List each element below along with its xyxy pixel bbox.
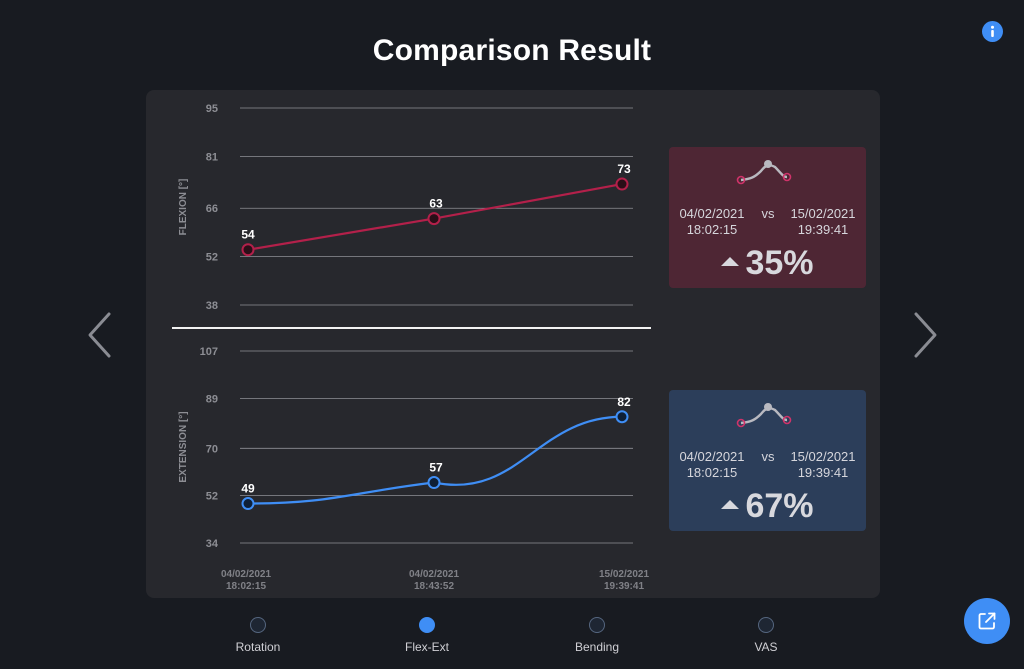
trend-up-icon [721, 499, 740, 509]
flexion-data-label: 73 [617, 162, 631, 176]
y-tick-label: 81 [206, 151, 218, 163]
extension-axis-label: EXTENSION [°] [178, 411, 189, 482]
flexion-date-1: 04/02/2021 [679, 206, 745, 221]
tab-indicator [758, 617, 774, 633]
extension-summary-card: 04/02/2021 18:02:15 vs 15/02/2021 19:39:41… [669, 390, 866, 531]
flexion-data-point [241, 243, 255, 257]
y-tick-label: 89 [206, 393, 218, 405]
extension-vs-label: vs [761, 449, 775, 464]
flexion-percent-change: 35% [745, 244, 814, 282]
trend-up-icon [721, 256, 740, 266]
tab-indicator [250, 617, 266, 633]
extension-data-label: 49 [241, 482, 255, 496]
flexion-data-label: 54 [241, 228, 255, 242]
y-tick-label: 95 [206, 103, 218, 115]
trend-sparkline-icon [736, 160, 792, 185]
tab-flex-ext[interactable]: Flex-Ext [382, 616, 472, 654]
comparison-panel: 95 81 66 52 38 FLEXION [°] 54 63 73 107 89 70 52 34 EX… [146, 90, 880, 598]
extension-data-point [427, 476, 441, 490]
extension-time-2: 19:39:41 [797, 465, 849, 480]
extension-percent-change: 67% [745, 487, 814, 525]
next-button[interactable] [910, 310, 940, 360]
extension-date-1: 04/02/2021 [679, 449, 745, 464]
flexion-data-point [427, 212, 441, 226]
extension-data-point [241, 497, 255, 511]
page-title: Comparison Result [372, 34, 652, 67]
y-tick-label: 38 [206, 300, 218, 312]
info-button[interactable] [982, 21, 1003, 42]
flexion-summary-card: 04/02/2021 18:02:15 vs 15/02/2021 19:39:41… [669, 147, 866, 288]
x-tick-time: 19:39:41 [604, 581, 644, 592]
share-external-icon [978, 612, 996, 630]
share-button[interactable] [964, 598, 1010, 644]
metric-tabs: Rotation Flex-Ext Bending VAS [0, 616, 1024, 656]
previous-button[interactable] [85, 310, 115, 360]
tab-label: Flex-Ext [404, 640, 449, 654]
y-tick-label: 34 [206, 538, 219, 550]
flexion-data-point [615, 177, 629, 191]
tab-indicator [589, 617, 605, 633]
y-tick-label: 52 [206, 491, 218, 503]
flexion-vs-label: vs [761, 206, 775, 221]
extension-data-label: 82 [617, 395, 631, 409]
x-tick-time: 18:02:15 [226, 581, 266, 592]
flexion-time-2: 19:39:41 [797, 222, 849, 237]
tab-vas[interactable]: VAS [721, 616, 811, 654]
flexion-time-1: 18:02:15 [686, 222, 738, 237]
flexion-axis-label: FLEXION [°] [178, 179, 189, 236]
flexion-date-2: 15/02/2021 [790, 206, 856, 221]
flexion-data-label: 63 [429, 197, 443, 211]
tab-label: Rotation [235, 640, 281, 654]
extension-series-line [247, 415, 623, 505]
info-icon [991, 25, 994, 37]
y-tick-label: 52 [206, 252, 218, 264]
chevron-left-icon [88, 312, 111, 358]
chevron-right-icon [914, 312, 937, 358]
tab-bending[interactable]: Bending [552, 616, 642, 654]
tab-label: Bending [574, 640, 620, 654]
extension-data-label: 57 [429, 461, 443, 475]
extension-time-1: 18:02:15 [686, 465, 738, 480]
y-tick-label: 70 [206, 443, 218, 455]
comparison-charts: 95 81 66 52 38 FLEXION [°] 54 63 73 107 89 70 52 34 EX… [172, 103, 651, 592]
x-tick-date: 04/02/2021 [221, 569, 271, 580]
x-tick-date: 15/02/2021 [599, 569, 649, 580]
extension-data-point [615, 410, 629, 424]
extension-date-2: 15/02/2021 [790, 449, 856, 464]
y-tick-label: 107 [200, 346, 218, 358]
tab-indicator [419, 617, 435, 633]
tab-label: VAS [754, 640, 778, 654]
y-tick-label: 66 [206, 203, 218, 215]
x-tick-date: 04/02/2021 [409, 569, 459, 580]
x-tick-time: 18:43:52 [414, 581, 454, 592]
trend-sparkline-icon [736, 403, 792, 428]
tab-rotation[interactable]: Rotation [213, 616, 303, 654]
